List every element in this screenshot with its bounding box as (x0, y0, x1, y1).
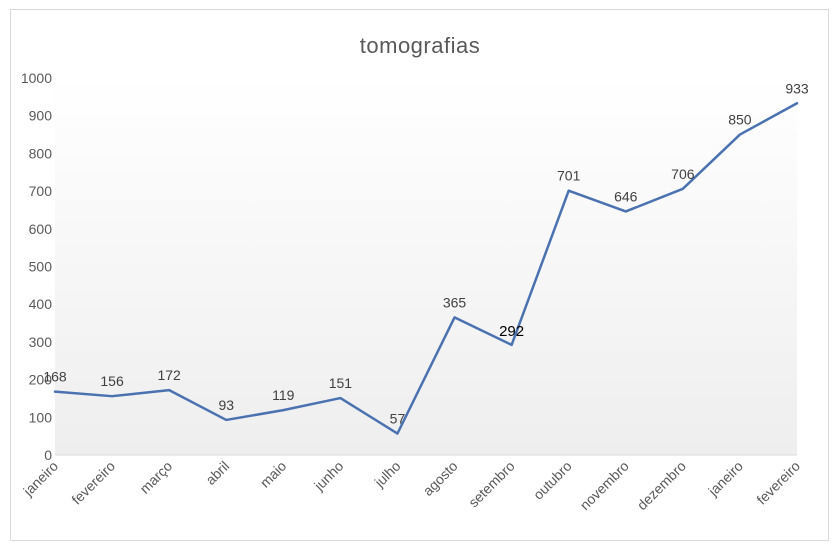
data-label: 365 (443, 294, 467, 310)
series-line (53, 102, 799, 435)
data-labels: 168 156 172 93 119 151 57 365 292 701 646 706 850 933 (43, 80, 809, 426)
x-tick-label: dezembro (634, 458, 689, 513)
y-tick-label: 600 (29, 221, 53, 237)
x-tick-label: janeiro (19, 458, 61, 500)
y-tick-label: 900 (29, 108, 53, 124)
data-label: 151 (329, 375, 353, 391)
x-tick-label: abril (202, 458, 232, 488)
y-tick-label: 500 (29, 259, 53, 275)
x-tick-label: setembro (465, 458, 518, 511)
x-tick-label: julho (371, 458, 404, 491)
x-tick-label: janeiro (704, 458, 746, 500)
data-label: 172 (157, 367, 181, 383)
y-tick-label: 400 (29, 296, 53, 312)
y-tick-label: 800 (29, 145, 53, 161)
y-tick-label: 0 (44, 447, 52, 463)
y-tick-label: 300 (29, 334, 53, 350)
data-label: 850 (728, 112, 752, 128)
data-label: 119 (272, 387, 295, 403)
data-label: 701 (557, 168, 581, 184)
data-label: 646 (614, 188, 638, 204)
x-tick-label: fevereiro (753, 458, 803, 508)
x-tick-label: maio (257, 458, 290, 491)
data-label: 706 (671, 166, 695, 182)
data-label: 292 (499, 323, 524, 340)
x-tick-label: outubro (530, 458, 575, 503)
data-label: 933 (785, 80, 809, 96)
x-tick-label: junho (310, 458, 346, 494)
series-group (53, 102, 799, 435)
y-tick-label: 1000 (21, 70, 52, 86)
y-tick-label: 100 (29, 409, 53, 425)
y-tick-label: 200 (29, 372, 53, 388)
x-tick-label: março (136, 458, 175, 497)
x-tick-label: agosto (420, 458, 461, 499)
data-label: 57 (390, 411, 406, 427)
chart-title: tomografias (360, 33, 480, 58)
plot-area (55, 78, 797, 455)
y-tick-label: 700 (29, 183, 53, 199)
data-label: 93 (218, 397, 234, 413)
data-label: 168 (43, 369, 67, 385)
x-tick-label: fevereiro (68, 458, 118, 508)
x-axis: janeiro fevereiro março abril maio junho julho… (19, 454, 803, 513)
data-label: 156 (100, 373, 124, 389)
y-axis: 0 100 200 300 400 500 600 700 800 900 1000 (21, 70, 52, 463)
x-tick-label: novembro (577, 458, 632, 513)
